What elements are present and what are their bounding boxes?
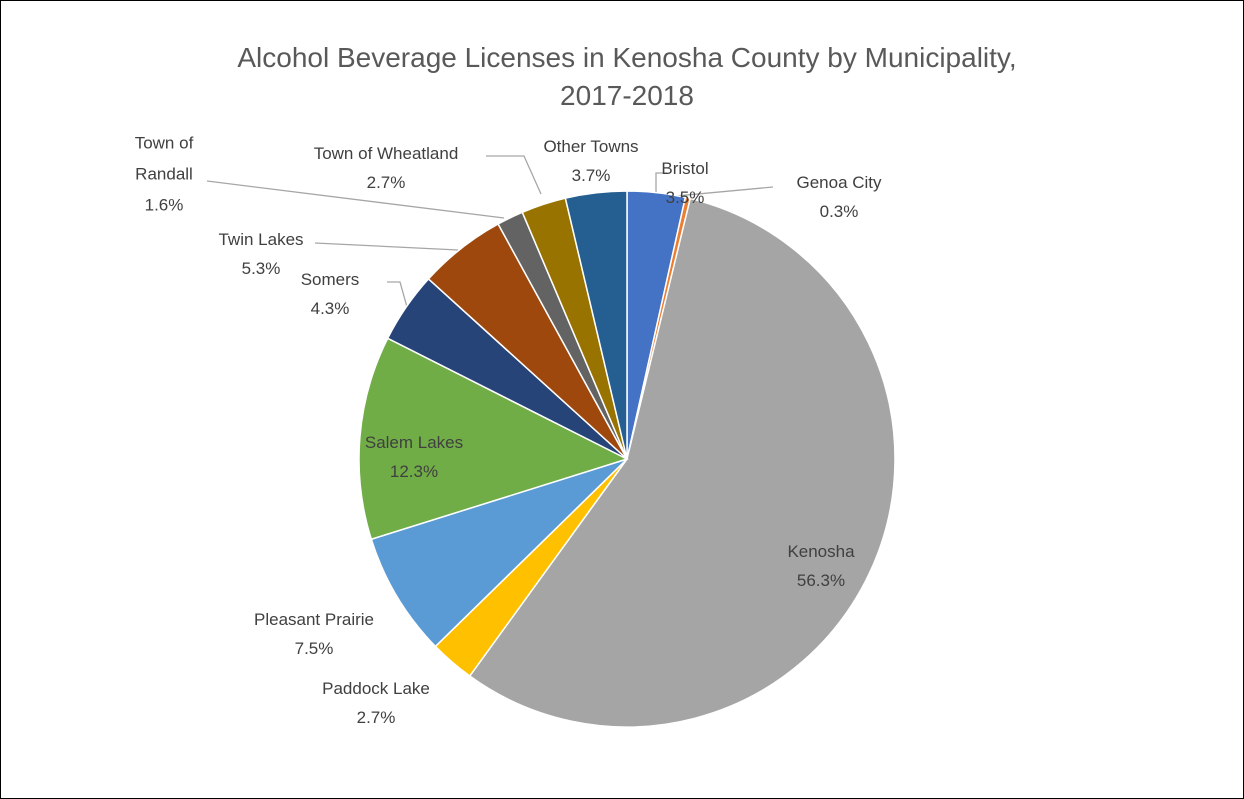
category-label: Salem Lakes [364, 433, 464, 452]
value-label: 7.5% [294, 639, 334, 658]
leader-line [206, 180, 505, 219]
data-label: Other Towns 3.7% [543, 132, 638, 190]
category-label: Paddock Lake [322, 679, 430, 698]
data-label: Somers 4.3% [301, 265, 360, 323]
leader-line [387, 281, 408, 308]
value-label: 12.3% [389, 462, 439, 481]
pie-slice [564, 190, 628, 460]
data-label: Town of Wheatland 2.7% [314, 139, 459, 197]
leader-line [655, 172, 667, 193]
leader-lines [206, 155, 774, 308]
leader-line [486, 155, 542, 195]
category-label: Genoa City [796, 173, 882, 192]
data-label: Paddock Lake 2.7% [322, 674, 430, 732]
data-label: Town of Randall 1.6% [124, 128, 204, 221]
pie-slice [468, 197, 896, 728]
category-label: Bristol [661, 159, 709, 178]
value-label: 0.3% [819, 202, 859, 221]
value-label: 4.3% [310, 299, 350, 318]
category-label: Kenosha [787, 542, 855, 561]
value-label: 3.5% [665, 188, 705, 207]
category-label: Twin Lakes [218, 230, 304, 249]
data-label: Pleasant Prairie 7.5% [254, 605, 374, 663]
pie-slice [358, 337, 629, 541]
value-label: 56.3% [796, 571, 846, 590]
data-label: Salem Lakes 12.3% [365, 428, 463, 486]
value-label: 3.7% [571, 166, 611, 185]
category-label: Pleasant Prairie [253, 610, 375, 629]
category-label: Town of Randall [134, 133, 194, 184]
chart-title: Alcohol Beverage Licenses in Kenosha Cou… [237, 42, 1017, 111]
data-label: Twin Lakes 5.3% [218, 225, 303, 283]
value-label: 5.3% [241, 259, 281, 278]
value-label: 1.6% [144, 195, 184, 215]
data-label: Bristol 3.5% [661, 154, 708, 212]
category-label: Somers [300, 270, 360, 289]
pie-slice [370, 458, 628, 648]
category-label: Town of Wheatland [313, 144, 459, 163]
value-label: 2.7% [356, 708, 396, 727]
data-label: Genoa City 0.3% [796, 168, 881, 226]
category-label: Other Towns [543, 137, 639, 156]
leader-line [314, 242, 459, 251]
data-label: Kenosha 56.3% [787, 537, 854, 595]
value-label: 2.7% [366, 173, 406, 192]
